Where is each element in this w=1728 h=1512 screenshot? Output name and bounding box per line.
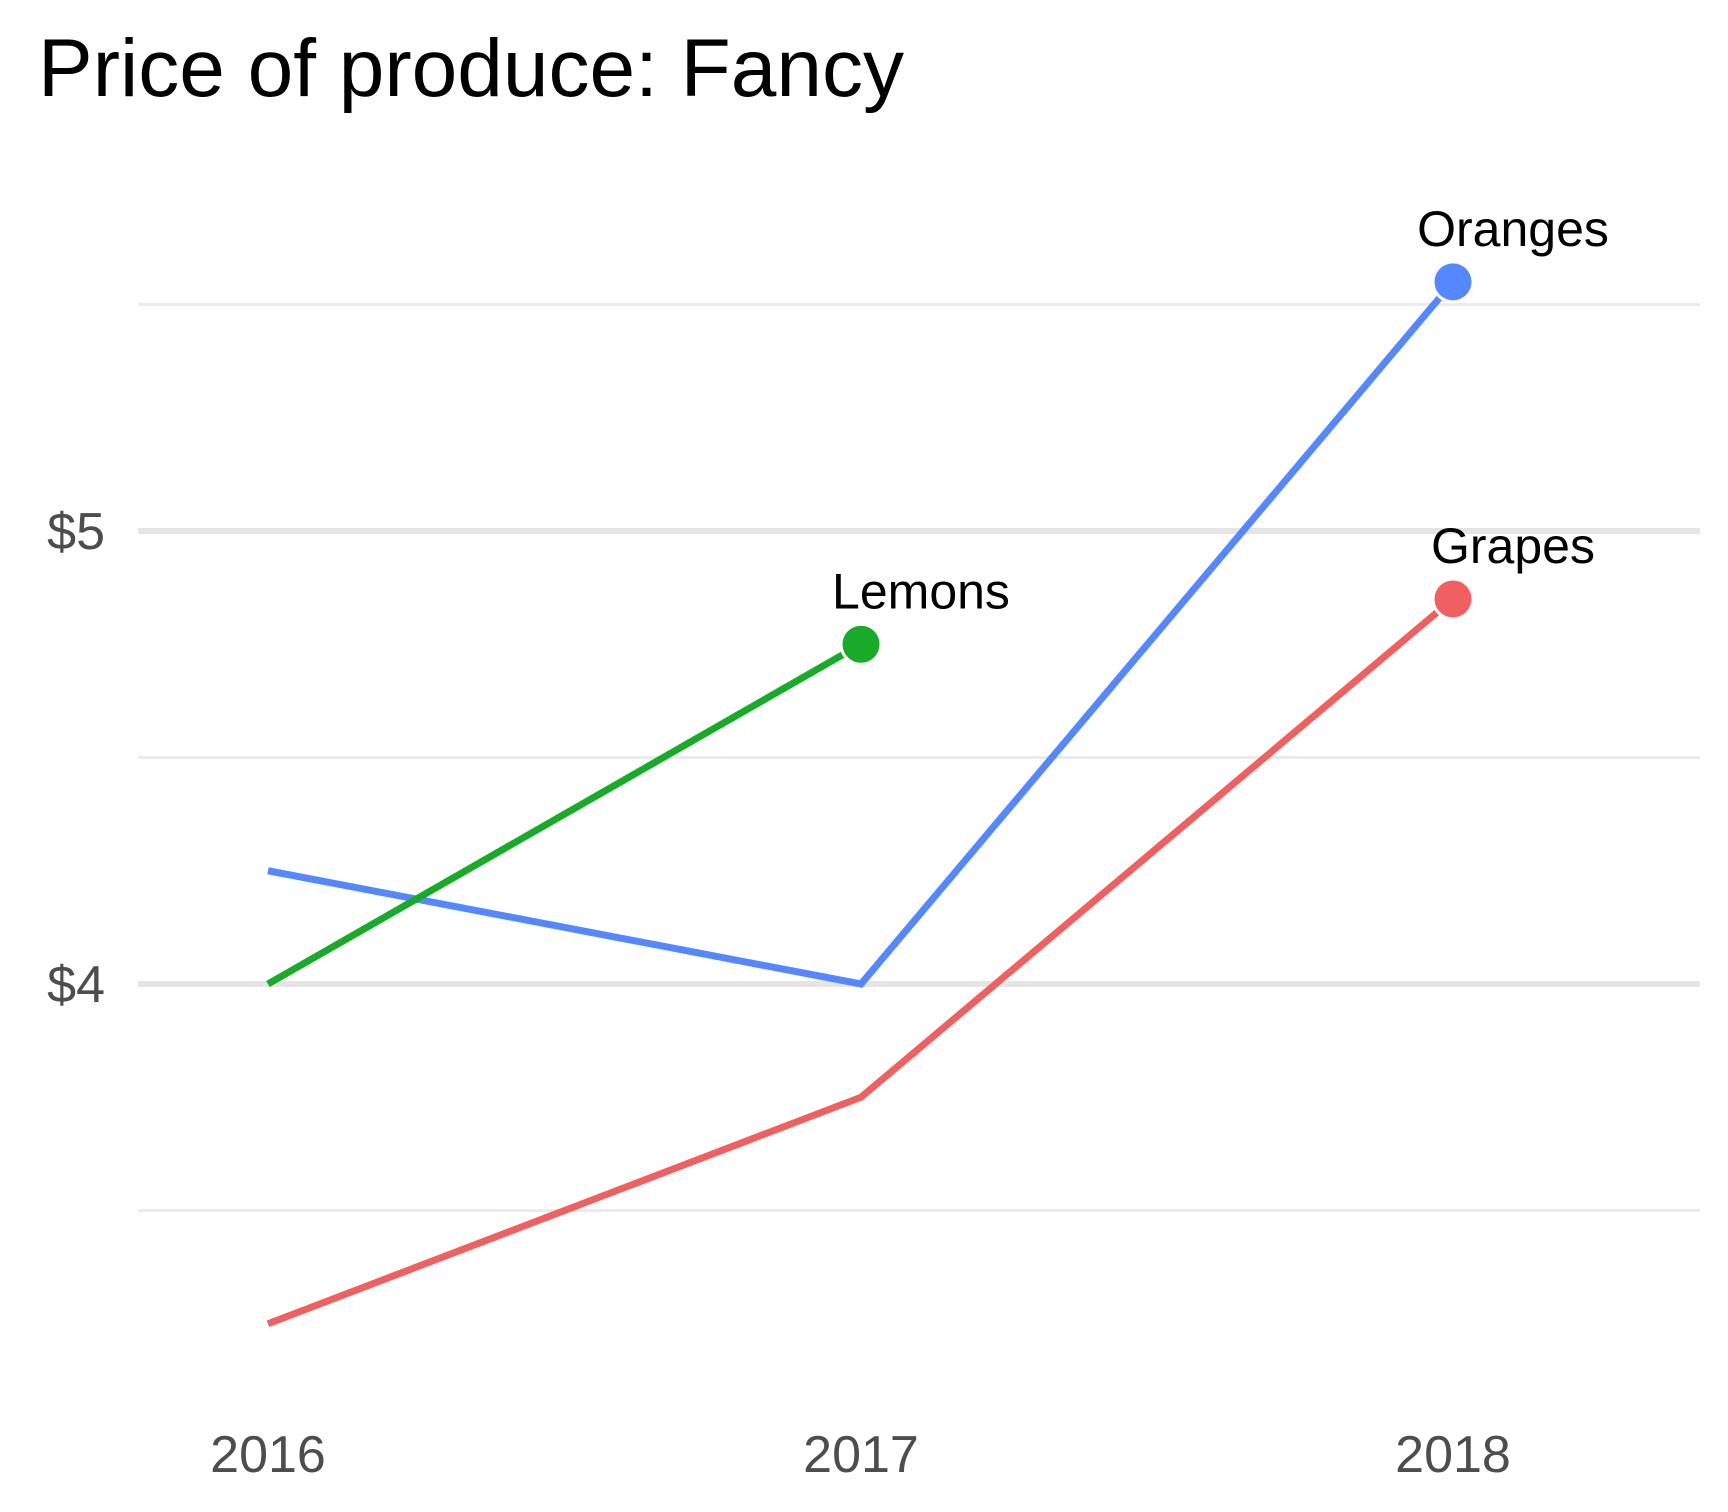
gridlines [138, 303, 1700, 1212]
end-point-grapes [1431, 577, 1475, 621]
x-tick-label-0: 2016 [210, 1426, 326, 1484]
end-point-oranges [1431, 260, 1475, 304]
end-point-lemons [839, 622, 883, 666]
x-tick-label-1: 2017 [803, 1426, 919, 1484]
series-label-oranges: Oranges [1417, 201, 1609, 257]
x-axis-ticks: 2016 2017 2018 [210, 1426, 1511, 1484]
series-line-oranges [267, 279, 1456, 988]
series-label-grapes: Grapes [1431, 518, 1595, 574]
y-tick-label-0: $4 [47, 956, 105, 1014]
x-tick-label-2: 2018 [1395, 1426, 1511, 1484]
series-line-lemons [266, 641, 863, 988]
y-tick-label-1: $5 [47, 503, 105, 561]
series-line-grapes [266, 596, 1456, 1328]
y-axis-ticks: $4 $5 [47, 503, 105, 1014]
chart-title: Price of produce: Fancy [38, 23, 904, 114]
series-lines: Oranges Grapes Lemons [266, 201, 1609, 1328]
series-label-lemons: Lemons [832, 563, 1010, 619]
